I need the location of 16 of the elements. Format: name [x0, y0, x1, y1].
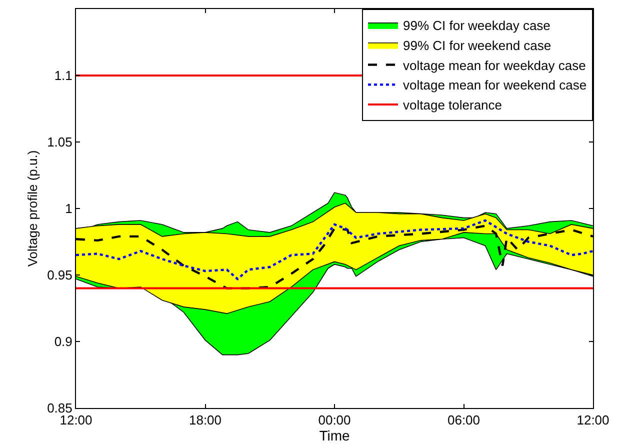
x-tick-label: 18:00	[188, 412, 222, 428]
x-tick-label: 06:00	[447, 412, 480, 428]
y-axis-title: Voltage profile (p.u.)	[25, 150, 40, 267]
legend-label: 99% CI for weekend case	[403, 38, 552, 53]
y-tick-label: 1	[65, 201, 72, 216]
y-tick-label: 1.05	[47, 134, 72, 150]
legend-label: voltage tolerance	[403, 98, 502, 113]
y-tick-label: 0.9	[54, 334, 72, 350]
legend-label: voltage mean for weekday case	[403, 58, 586, 73]
y-tick-label: 0.95	[47, 268, 72, 283]
legend-label: 99% CI for weekday case	[403, 18, 550, 34]
y-tick-label: 1.1	[54, 68, 72, 84]
x-tick-label: 12:00	[576, 412, 610, 428]
x-tick-label: 00:00	[318, 412, 351, 428]
x-axis-title: Time	[319, 428, 350, 444]
legend-label: voltage mean for weekend case	[403, 78, 587, 93]
